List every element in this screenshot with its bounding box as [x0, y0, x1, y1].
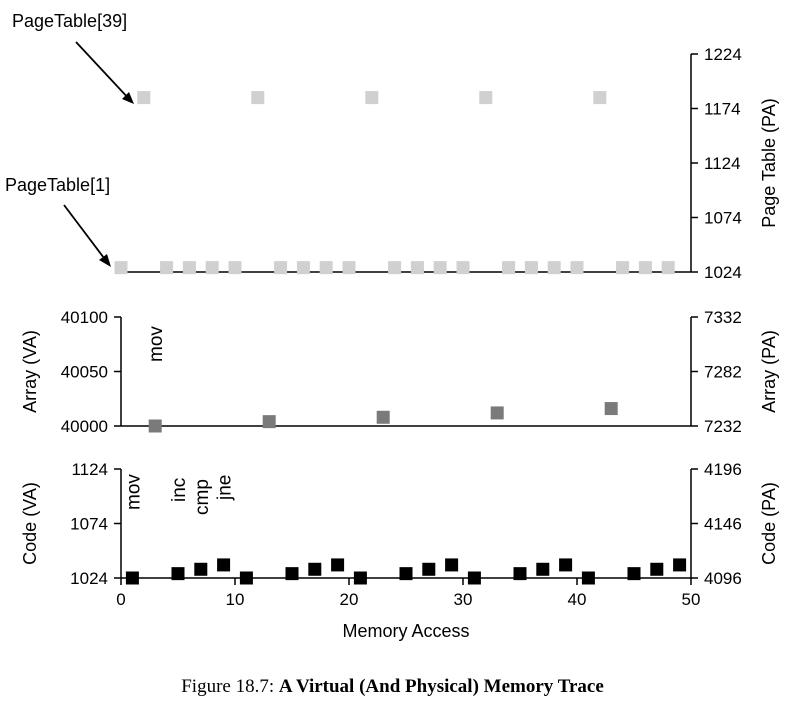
pagetable-marker: [410, 261, 424, 275]
array-right-axis-label: Array (PA): [759, 330, 779, 413]
code-right-axis-label: Code (PA): [759, 482, 779, 565]
pagetable-marker: [205, 261, 219, 275]
code-marker: [581, 571, 595, 585]
x-tick-label: 0: [116, 590, 125, 609]
x-tick-label: 20: [340, 590, 359, 609]
caption-prefix: Figure 18.7:: [181, 676, 275, 697]
array-marker: [262, 415, 276, 429]
x-tick-label: 30: [454, 590, 473, 609]
annotation-pagetable-39: PageTable[39]: [12, 11, 127, 31]
pagetable-marker: [182, 261, 196, 275]
code-marker: [467, 571, 481, 585]
code-op-label-mov: mov: [123, 474, 144, 510]
code-marker: [673, 558, 687, 572]
pagetable-right-tick-label: 1074: [704, 209, 742, 228]
code-marker: [513, 567, 527, 581]
code-marker: [627, 567, 641, 581]
array-left-tick-label: 40000: [61, 417, 108, 436]
annotation-arrowhead-pagetable-39: [122, 92, 134, 104]
marks-layer: [114, 91, 687, 585]
code-right-tick-label: 4146: [704, 515, 742, 534]
code-right-tick-label: 4196: [704, 460, 742, 479]
pagetable-marker: [661, 261, 675, 275]
figure-caption: Figure 18.7: A Virtual (And Physical) Me…: [0, 676, 785, 698]
pagetable-marker: [547, 261, 561, 275]
pagetable-marker: [365, 91, 379, 105]
code-marker: [559, 558, 573, 572]
code-marker: [353, 571, 367, 585]
code-marker: [285, 567, 299, 581]
code-marker: [422, 562, 436, 576]
code-marker: [536, 562, 550, 576]
array-op-label: mov: [146, 326, 167, 362]
annotation-pagetable-1: PageTable[1]: [5, 175, 110, 195]
array-right-tick-label: 7282: [704, 363, 742, 382]
code-op-label-cmp: cmp: [192, 479, 213, 515]
code-marker: [399, 567, 413, 581]
axes-layer: [63, 41, 698, 585]
caption-title: A Virtual (And Physical) Memory Trace: [278, 676, 604, 697]
pagetable-marker: [479, 91, 493, 105]
array-left-tick-label: 40050: [61, 363, 108, 382]
pagetable-marker: [296, 261, 310, 275]
pagetable-marker: [114, 261, 128, 275]
pagetable-marker: [616, 261, 630, 275]
code-right-tick-label: 4096: [704, 569, 742, 588]
pagetable-right-axis-label: Page Table (PA): [759, 98, 779, 227]
array-marker: [148, 419, 162, 433]
code-marker: [171, 567, 185, 581]
array-marker: [490, 406, 504, 420]
x-axis-label: Memory Access: [342, 621, 469, 641]
code-left-tick-label: 1024: [70, 569, 108, 588]
code-left-tick-label: 1074: [70, 515, 108, 534]
code-left-axis-label: Code (VA): [20, 482, 40, 565]
pagetable-right-tick-label: 1124: [704, 154, 741, 173]
code-marker: [445, 558, 459, 572]
code-marker: [194, 562, 208, 576]
array-marker: [376, 410, 390, 424]
memory-trace-chart: 1024 1074 1124 1174 1224 Page Table (PA) 7232 7…: [5, 11, 779, 641]
pagetable-marker: [502, 261, 516, 275]
pagetable-marker: [388, 261, 402, 275]
code-op-label-inc: inc: [169, 478, 190, 502]
pagetable-marker: [137, 91, 151, 105]
array-left-axis-label: Array (VA): [20, 330, 40, 413]
code-marker: [331, 558, 345, 572]
pagetable-marker: [638, 261, 652, 275]
pagetable-right-tick-label: 1174: [704, 100, 741, 119]
labels-layer: 1024 1074 1124 1174 1224 Page Table (PA) 7232 7…: [5, 11, 779, 641]
pagetable-right-tick-label: 1224: [704, 45, 742, 64]
x-tick-label: 40: [568, 590, 587, 609]
code-marker: [239, 571, 253, 585]
pagetable-marker: [342, 261, 356, 275]
code-marker: [650, 562, 664, 576]
pagetable-marker: [524, 261, 538, 275]
pagetable-marker: [274, 261, 288, 275]
code-left-tick-label: 1124: [71, 460, 108, 479]
array-right-tick-label: 7332: [704, 308, 742, 327]
array-right-tick-label: 7232: [704, 417, 742, 436]
code-marker: [308, 562, 322, 576]
pagetable-marker: [433, 261, 447, 275]
pagetable-marker: [456, 261, 470, 275]
pagetable-marker: [319, 261, 333, 275]
annotation-arrowhead-pagetable-1: [99, 254, 111, 267]
array-marker: [604, 402, 618, 416]
pagetable-marker: [160, 261, 174, 275]
code-op-label-jne: jne: [215, 475, 236, 501]
annotation-arrow-pagetable-39: [75, 41, 131, 101]
pagetable-marker: [570, 261, 584, 275]
x-tick-label: 10: [226, 590, 245, 609]
code-marker: [217, 558, 231, 572]
pagetable-marker: [593, 91, 607, 105]
array-left-tick-label: 40100: [61, 308, 108, 327]
code-marker: [125, 571, 139, 585]
annotation-arrow-pagetable-1: [63, 204, 108, 263]
x-tick-label: 50: [682, 590, 701, 609]
pagetable-marker: [251, 91, 265, 105]
pagetable-right-tick-label: 1024: [704, 263, 742, 282]
pagetable-marker: [228, 261, 242, 275]
